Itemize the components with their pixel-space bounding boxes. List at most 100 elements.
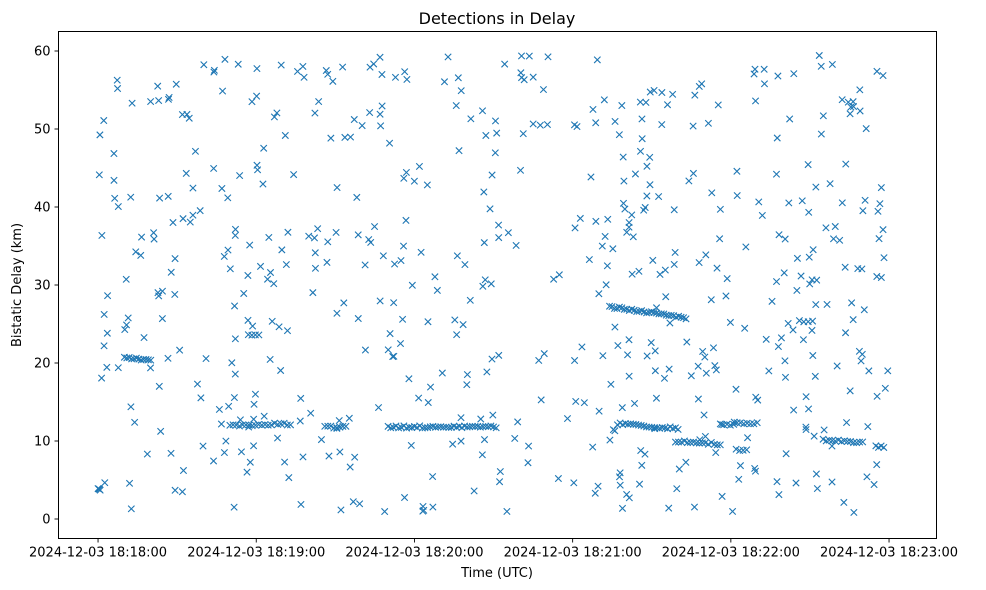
detection-point: [841, 263, 849, 271]
detection-point: [638, 135, 646, 143]
detection-point: [171, 290, 179, 299]
detection-point: [366, 108, 374, 117]
detection-point: [249, 442, 258, 450]
detection-point: [623, 351, 632, 359]
detection-point: [351, 453, 359, 461]
detection-point: [250, 400, 258, 408]
detection-point: [453, 331, 461, 339]
detection-point: [137, 251, 145, 259]
detection-point: [811, 372, 819, 380]
detection-point: [592, 119, 600, 127]
detection-point: [789, 326, 797, 334]
detection-point: [491, 117, 500, 125]
detection-point: [445, 423, 453, 432]
detection-point: [512, 241, 520, 250]
detection-point: [643, 192, 651, 200]
detection-point: [210, 66, 218, 74]
detection-point: [297, 500, 305, 509]
detection-point: [793, 286, 801, 295]
detection-point: [695, 258, 703, 267]
detection-point: [651, 347, 659, 355]
detection-point: [222, 437, 230, 445]
detection-point: [410, 177, 418, 185]
detection-point: [230, 302, 239, 310]
detection-point: [339, 422, 347, 430]
detection-point: [587, 173, 595, 181]
detection-point: [877, 184, 885, 192]
detection-point: [808, 326, 816, 334]
detection-point: [683, 338, 691, 346]
detection-point: [520, 76, 528, 84]
detection-point: [690, 503, 699, 511]
detection-point: [535, 356, 543, 365]
detection-point: [493, 129, 501, 137]
detection-point: [270, 280, 278, 288]
detection-point: [762, 335, 770, 343]
detection-point: [110, 176, 118, 184]
detection-point: [453, 252, 461, 260]
detection-point: [864, 423, 872, 431]
detection-point: [571, 224, 579, 232]
detection-point: [300, 73, 308, 81]
detection-point: [881, 384, 889, 392]
detection-point: [494, 221, 503, 229]
detection-point: [649, 256, 657, 264]
detection-point: [480, 239, 488, 247]
detection-point: [536, 121, 544, 129]
detection-point: [197, 394, 205, 402]
detection-point: [266, 355, 274, 364]
detection-point: [296, 417, 304, 425]
detection-point: [285, 474, 293, 482]
detection-point: [614, 341, 622, 350]
x-tick-label-1: 2024-12-03 18:19:00: [187, 546, 325, 561]
detection-point: [726, 318, 734, 326]
detection-point: [519, 130, 527, 138]
detection-point: [802, 393, 810, 401]
detection-point: [281, 131, 289, 140]
detection-point: [686, 438, 695, 446]
detection-point: [415, 394, 423, 402]
detection-point: [470, 487, 478, 495]
detection-point: [831, 222, 839, 231]
detection-point: [880, 254, 888, 262]
detection-point: [768, 297, 776, 305]
detection-point: [683, 439, 692, 447]
detection-point: [268, 317, 276, 325]
detection-point: [879, 226, 887, 234]
detection-point: [695, 82, 703, 91]
detection-point: [178, 110, 186, 119]
detection-point: [862, 125, 870, 133]
detection-point: [537, 396, 545, 404]
detection-point: [849, 439, 858, 447]
detection-point: [182, 169, 190, 177]
detection-point: [260, 412, 268, 420]
detection-point: [225, 402, 233, 410]
detection-point: [386, 330, 394, 338]
detection-point: [253, 64, 261, 73]
detection-point: [775, 231, 783, 239]
detection-point: [113, 76, 121, 84]
detection-point: [628, 270, 636, 278]
detection-point: [376, 110, 384, 118]
detection-point: [805, 253, 813, 261]
detection-point: [457, 87, 465, 95]
detection-point: [495, 234, 503, 242]
detection-point: [606, 436, 614, 444]
detection-point: [374, 403, 383, 412]
detection-point: [880, 443, 888, 452]
detection-point: [457, 437, 465, 445]
detection-point: [278, 246, 286, 254]
detection-point: [486, 205, 494, 213]
detection-point: [221, 55, 229, 63]
detection-point: [167, 268, 175, 276]
detection-point: [514, 418, 522, 426]
detection-point: [329, 77, 337, 85]
detection-point: [786, 115, 794, 123]
detection-point: [666, 319, 674, 327]
detection-point: [193, 380, 202, 388]
detection-point: [496, 467, 504, 476]
detection-point: [711, 362, 719, 370]
detection-point: [263, 275, 272, 283]
x-tick-label-3: 2024-12-03 18:21:00: [504, 546, 642, 561]
